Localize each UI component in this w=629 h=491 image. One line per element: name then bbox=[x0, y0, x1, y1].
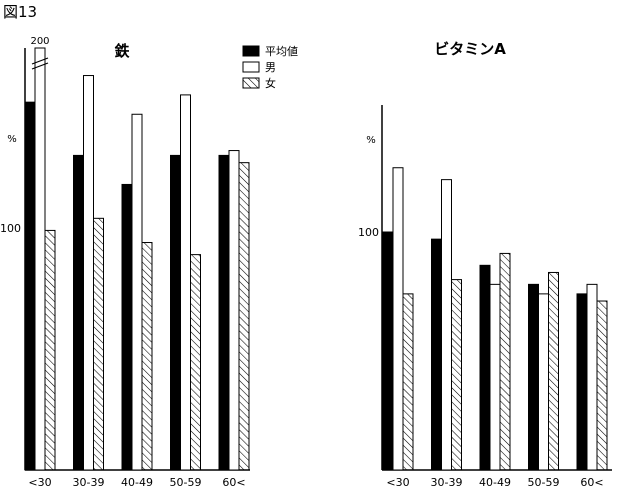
iron-bar-male-0 bbox=[34, 47, 46, 471]
iron-bar-mean-0 bbox=[24, 101, 36, 471]
chart-vitamin-a: ビタミンA % 100 <30 30-39 40-49 50-59 60< bbox=[358, 40, 612, 489]
iron-bar-mean-1 bbox=[73, 154, 84, 471]
vita-bar-female-4 bbox=[596, 300, 608, 471]
vita-xtick-4: 60< bbox=[580, 476, 603, 489]
vita-xtick-0: <30 bbox=[386, 476, 409, 489]
vita-y-unit: % bbox=[366, 135, 376, 146]
vita-xtick-3: 50-59 bbox=[528, 476, 560, 489]
legend-swatch-male bbox=[242, 61, 260, 73]
vita-xtick-1: 30-39 bbox=[431, 476, 463, 489]
iron-xtick-4: 60< bbox=[222, 476, 245, 489]
legend-swatch-mean bbox=[242, 45, 260, 57]
vita-bars bbox=[382, 167, 608, 471]
vita-bar-male-0 bbox=[392, 167, 404, 471]
iron-bar-male-4 bbox=[228, 150, 240, 471]
iron-xtick-0: <30 bbox=[28, 476, 51, 489]
iron-bar-male-3 bbox=[180, 94, 191, 471]
vita-xtick-2: 40-49 bbox=[479, 476, 511, 489]
vita-bar-mean-3 bbox=[528, 283, 539, 471]
iron-break-gap bbox=[35, 61, 45, 66]
vita-bar-female-2 bbox=[499, 252, 511, 471]
legend: 平均値 男 女 bbox=[242, 45, 298, 90]
iron-break-mark-lower bbox=[31, 62, 49, 70]
legend-label-female: 女 bbox=[265, 76, 276, 90]
chart-iron: 鉄 % 100 200 <30 30-39 40-49 50-59 60< bbox=[0, 36, 250, 489]
vita-bar-male-3 bbox=[538, 293, 549, 471]
iron-bar-female-4 bbox=[238, 162, 250, 471]
iron-ytick-100: 100 bbox=[0, 222, 21, 235]
legend-label-mean: 平均値 bbox=[265, 45, 298, 58]
iron-break-label: 200 bbox=[30, 36, 49, 47]
iron-bar-mean-3 bbox=[170, 154, 181, 471]
iron-bar-female-3 bbox=[190, 254, 201, 471]
vita-bar-female-0 bbox=[402, 293, 414, 471]
vita-bar-mean-2 bbox=[479, 264, 491, 471]
vita-ytick-100: 100 bbox=[358, 226, 379, 239]
iron-bar-female-0 bbox=[44, 229, 56, 471]
vita-bar-mean-1 bbox=[431, 238, 442, 471]
vita-bar-female-1 bbox=[451, 279, 462, 471]
iron-bar-female-2 bbox=[141, 242, 153, 471]
vita-bar-male-2 bbox=[489, 283, 501, 471]
legend-label-male: 男 bbox=[265, 61, 276, 74]
iron-xtick-1: 30-39 bbox=[73, 476, 105, 489]
vita-title: ビタミンA bbox=[434, 40, 506, 58]
iron-break-mark-upper bbox=[31, 57, 49, 65]
iron-title: 鉄 bbox=[114, 42, 129, 60]
iron-bar-mean-2 bbox=[121, 183, 133, 471]
figure-label: 図13 bbox=[3, 3, 38, 21]
legend-swatch-female bbox=[242, 77, 260, 89]
vita-bar-female-3 bbox=[548, 271, 559, 471]
vita-bar-male-1 bbox=[441, 179, 452, 471]
iron-bar-mean-4 bbox=[218, 154, 230, 471]
iron-bar-female-1 bbox=[93, 217, 104, 471]
vita-bar-male-4 bbox=[586, 283, 598, 471]
iron-bars bbox=[24, 47, 250, 471]
iron-xtick-2: 40-49 bbox=[121, 476, 153, 489]
iron-y-unit: % bbox=[7, 134, 17, 145]
iron-xtick-3: 50-59 bbox=[170, 476, 202, 489]
iron-bar-male-2 bbox=[131, 113, 143, 471]
iron-x-tick-labels: <30 30-39 40-49 50-59 60< bbox=[28, 476, 245, 489]
iron-bar-male-1 bbox=[83, 75, 94, 471]
vita-bar-mean-4 bbox=[576, 293, 588, 471]
vita-x-tick-labels: <30 30-39 40-49 50-59 60< bbox=[386, 476, 603, 489]
vita-bar-mean-0 bbox=[382, 231, 394, 471]
